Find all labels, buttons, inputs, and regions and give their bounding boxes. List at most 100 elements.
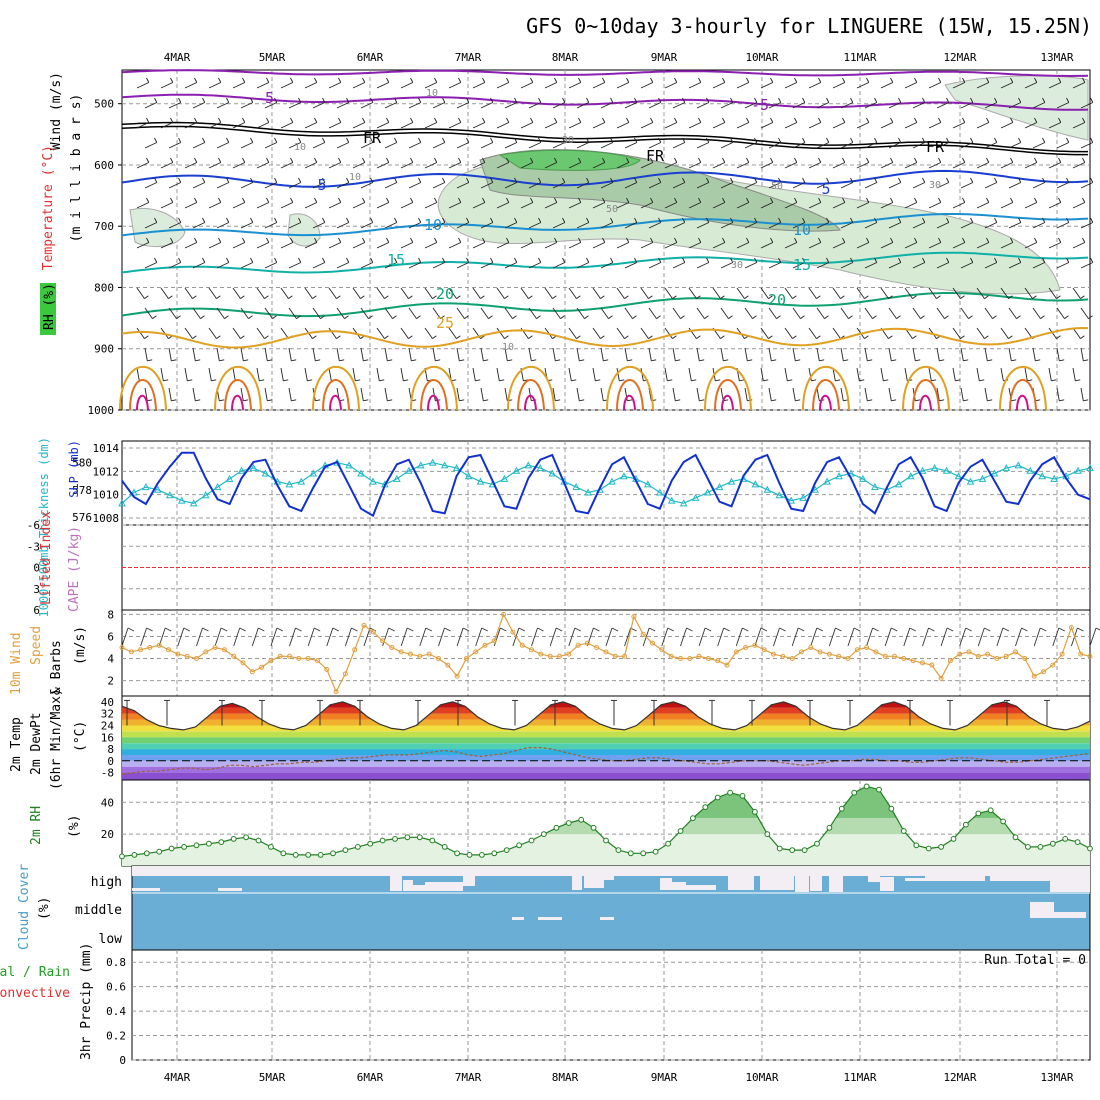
wind10-barb [121, 627, 129, 647]
wind-barb-flag [946, 217, 950, 223]
wind-barb [856, 202, 869, 209]
wind-barb-flag [816, 335, 821, 339]
wind-barb [160, 122, 173, 129]
wind-barb [880, 162, 893, 169]
wind-barb-flag [250, 257, 254, 263]
cloud-level-middle: middle [75, 903, 122, 918]
wind-barb [360, 142, 373, 149]
wind-barb-flag [290, 77, 294, 83]
wind-barb-flag [728, 315, 733, 319]
contour-label: 10 [424, 216, 442, 234]
wind-barb [496, 287, 505, 299]
thickness-marker [142, 483, 150, 491]
wind-barb-flag [680, 315, 685, 319]
wind10-marker [482, 642, 488, 648]
wind-barb-flag [219, 359, 225, 362]
wind-barb-flag [555, 399, 561, 402]
thickness-marker [357, 469, 365, 477]
wind-barb [904, 162, 917, 169]
wind10-barb-flag [946, 627, 954, 632]
wind-barb-flag [240, 295, 245, 299]
wind-barb-flag [346, 217, 350, 223]
wind-barb [552, 182, 565, 189]
wind-barb [264, 262, 277, 269]
wind-barb-flag [656, 315, 661, 319]
wind-barb [168, 222, 181, 229]
wind-barb [480, 307, 489, 319]
wind-barb [984, 387, 988, 401]
bl-contour-mid [812, 379, 840, 411]
wind-barb [480, 387, 484, 401]
wind-barb-flag [938, 157, 942, 163]
wind-barb-flag [1066, 137, 1070, 143]
wind-barb [712, 287, 721, 299]
wind-barb-flag [890, 77, 894, 83]
wind-barb [976, 202, 989, 209]
wind-barb-flag [435, 359, 441, 362]
bl-contour-outer [704, 365, 752, 411]
wind10-marker [631, 614, 637, 620]
wind-barb [144, 142, 157, 149]
wind-barb [352, 122, 365, 129]
bl-contour-inner [136, 394, 149, 411]
wind-barb-flag [578, 157, 582, 163]
wind-barb [552, 307, 561, 319]
label-millibars: (m i l l i b a r s) [69, 94, 84, 243]
wind-barb-flag [802, 257, 806, 263]
wind10-marker [287, 653, 292, 659]
wind-barb [568, 242, 581, 249]
wind10-barb-flag [1077, 627, 1084, 632]
wind-barb [448, 242, 461, 249]
wind-barb [448, 327, 457, 339]
wind-barb [168, 142, 181, 149]
wind10-marker [529, 647, 534, 653]
wind-barb [912, 347, 916, 361]
wind-barb-flag [514, 217, 518, 223]
cloud-gap [728, 876, 754, 890]
wind-barb-flag [202, 217, 206, 223]
thickness-marker [512, 466, 521, 474]
wind-barb [616, 327, 625, 339]
wind-barb [784, 327, 793, 339]
wind-barb [312, 102, 325, 109]
wind-barb [1032, 347, 1036, 361]
wind-barb-flag [571, 379, 577, 382]
wind10-marker [547, 653, 553, 659]
wind-barb-flag [170, 77, 174, 83]
rh-shading-left2 [287, 213, 321, 247]
wind10-marker [1013, 649, 1018, 655]
wind-barb [376, 242, 389, 249]
thickness-marker [285, 480, 294, 488]
wind-barb [576, 182, 589, 189]
rh2m-marker [727, 789, 733, 796]
wind-barb-flag [754, 97, 758, 103]
wind-barb [1072, 327, 1081, 339]
wind-barb [384, 102, 397, 109]
wind-barb [528, 262, 541, 269]
temp2m-tick: 8 [107, 743, 114, 756]
wind-barb [712, 202, 725, 209]
wind-barb-flag [768, 295, 773, 299]
wind-barb-flag [874, 257, 878, 263]
wind-barb [160, 242, 173, 249]
wind-barb [960, 222, 973, 229]
wind-barb [208, 162, 221, 169]
wind-barb [664, 202, 677, 209]
wind-barb [496, 367, 500, 381]
wind-barb [384, 387, 388, 401]
wind-barb-flag [192, 295, 197, 299]
wind-barb-flag [322, 217, 326, 223]
wind-barb [904, 242, 917, 249]
temp2m-tick: -8 [101, 767, 114, 780]
wind-barb-flag [394, 137, 398, 143]
wind10-marker [184, 653, 190, 659]
wind-barb [856, 82, 869, 89]
wind-barb [624, 262, 637, 269]
wind-barb [424, 122, 437, 129]
wind-barb-flag [370, 177, 374, 183]
wind-barb [1048, 242, 1061, 249]
wind-barb-flag [730, 137, 734, 143]
wind-barb [1072, 82, 1085, 89]
wind-barb-flag [218, 237, 222, 243]
thickness-line [121, 462, 1091, 504]
